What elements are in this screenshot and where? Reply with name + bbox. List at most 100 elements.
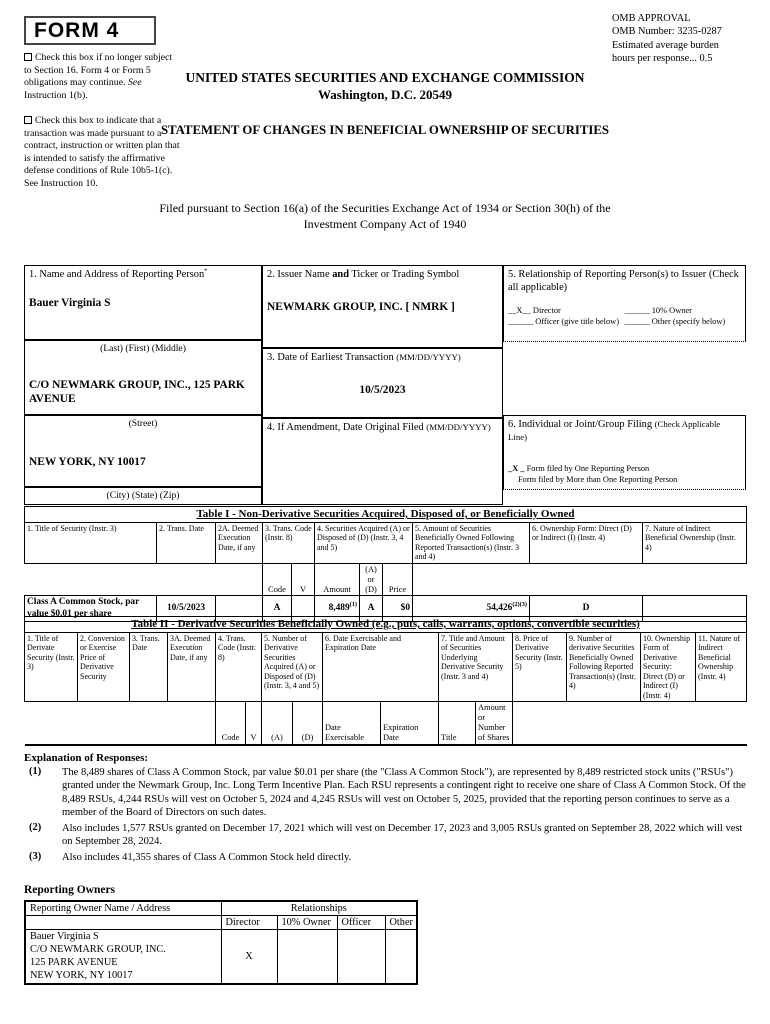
omb-number: OMB Number: 3235-0287 bbox=[612, 26, 722, 38]
table2-sub-title: Title bbox=[438, 701, 476, 746]
last-first-middle-label: (Last) (First) (Middle) bbox=[100, 343, 186, 354]
table2-h-code: 4. Trans. Code (Instr. 8) bbox=[215, 631, 262, 703]
relationship-officer[interactable]: ______ Officer (give title below) bbox=[508, 316, 620, 326]
table2-h-dates: 6. Date Exercisable and Expiration Date bbox=[322, 631, 439, 703]
table1-subheader-row: Code V Amount (A) or (D) Price bbox=[25, 562, 747, 597]
earliest-transaction-label: 3. Date of Earliest Transaction (MM/DD/Y… bbox=[267, 352, 461, 363]
table2-h-underlying: 7. Title and Amount of Securities Underl… bbox=[438, 631, 513, 703]
ro-owner-name-address: Bauer Virginia S C/O NEWMARK GROUP, INC.… bbox=[24, 929, 222, 985]
checkbox1-text-end: Instruction 1(b). bbox=[24, 89, 88, 101]
table2-h-date: 3. Trans. Date bbox=[129, 631, 168, 703]
footnote-text: The 8,489 shares of Class A Common Stock… bbox=[62, 767, 746, 819]
relationship-other[interactable]: ______ Other (specify below) bbox=[624, 316, 726, 326]
table1-sub-amount: Amount bbox=[314, 562, 360, 597]
omb-burden-2: hours per response... 0.5 bbox=[612, 53, 713, 65]
reporting-person-label: 1. Name and Address of Reporting Person* bbox=[29, 267, 208, 280]
table2-h-conversion: 2. Conversion or Exercise Price of Deriv… bbox=[77, 631, 130, 703]
ro-owner-careof: C/O NEWMARK GROUP, INC. bbox=[30, 943, 166, 955]
ro-other-header: Other bbox=[384, 915, 418, 930]
footnote-number: (1) bbox=[29, 766, 42, 777]
earliest-transaction-box: 3. Date of Earliest Transaction (MM/DD/Y… bbox=[262, 348, 503, 418]
omb-burden-1: Estimated average burden bbox=[612, 39, 719, 51]
name-parts-box: (Last) (First) (Middle) C/O NEWMARK GROU… bbox=[24, 340, 262, 415]
table1-sub-ad: (A) or (D) bbox=[359, 562, 383, 597]
checkbox2-text: Check this box to indicate that a transa… bbox=[24, 115, 180, 189]
ro-header-row-1: Reporting Owner Name / Address Relations… bbox=[24, 900, 418, 916]
checkbox1-see: See bbox=[127, 77, 142, 89]
table1-sub-v: V bbox=[291, 562, 315, 597]
relationship-box: 5. Relationship of Reporting Person(s) t… bbox=[503, 265, 746, 342]
city-state-zip-value: NEW YORK, NY 10017 bbox=[29, 455, 146, 468]
ro-officer-header: Officer bbox=[336, 915, 386, 930]
earliest-transaction-date: 10/5/2023 bbox=[359, 384, 406, 396]
footnote-text: Also includes 1,577 RSUs granted on Dece… bbox=[62, 822, 743, 848]
ro-relationships-header: Relationships bbox=[220, 900, 418, 916]
table2-sub-date-exercisable: Date Exercisable bbox=[322, 701, 381, 746]
street-address-value: C/O NEWMARK GROUP, INC., 125 PARK AVENUE bbox=[29, 378, 245, 405]
table2-derivative: Table II - Derivative Securities Benefic… bbox=[23, 616, 748, 746]
table2-h-price: 8. Price of Derivative Security (Instr. … bbox=[512, 631, 567, 703]
commission-city: Washington, D.C. 20549 bbox=[318, 87, 452, 102]
explanation-section: Explanation of Responses: (1) The 8,489 … bbox=[24, 752, 746, 864]
table2-h-deemed: 3A. Deemed Execution Date, if any bbox=[167, 631, 216, 703]
filed-pursuant-text: Filed pursuant to Section 16(a) of the S… bbox=[159, 201, 611, 231]
rule10b5-checkbox[interactable] bbox=[24, 116, 32, 124]
reporting-owners-title: Reporting Owners bbox=[24, 884, 116, 896]
ro-header-row-2: Director 10% Owner Officer Other bbox=[24, 915, 418, 930]
relationship-director[interactable]: __X__ Director bbox=[508, 306, 561, 315]
ro-director-header: Director bbox=[220, 915, 278, 930]
table2-h-number: 5. Number of Derivative Securities Acqui… bbox=[261, 631, 323, 703]
table2-subheader-row: Code V (A) (D) Date Exercisable Expirati… bbox=[25, 701, 747, 746]
section16-checkbox-para: Check this box if no longer subject to S… bbox=[24, 52, 180, 102]
table2-sub-d: (D) bbox=[292, 701, 323, 746]
table1-sub-code: Code bbox=[262, 562, 292, 597]
ro-owner-street: 125 PARK AVENUE bbox=[30, 956, 118, 968]
table1-h-deemed: 2A. Deemed Execution Date, if any bbox=[215, 521, 263, 564]
section16-checkbox[interactable] bbox=[24, 53, 32, 61]
explanation-item-2: (2) Also includes 1,577 RSUs granted on … bbox=[24, 822, 746, 849]
form4-title-box: FORM 4 bbox=[24, 16, 156, 45]
table1-header-row: 1. Title of Security (Instr. 3) 2. Trans… bbox=[24, 521, 748, 564]
commission-title: UNITED STATES SECURITIES AND EXCHANGE CO… bbox=[185, 70, 585, 85]
issuer-name: NEWMARK GROUP, INC. [ NMRK ] bbox=[267, 301, 455, 313]
omb-approval-block: OMB APPROVAL OMB Number: 3235-0287 Estim… bbox=[612, 12, 767, 66]
footnote-text: Also includes 41,355 shares of Class A C… bbox=[62, 851, 352, 863]
table2-sub-amount: Amount or Number of Shares bbox=[475, 701, 513, 746]
street-label: (Street) bbox=[128, 418, 158, 429]
filing-one-person[interactable]: _X _ Form filed by One Reporting Person bbox=[508, 464, 650, 473]
rule10b5-checkbox-para: Check this box to indicate that a transa… bbox=[24, 115, 180, 190]
footnote-number: (2) bbox=[29, 821, 42, 833]
table2-title: Table II - Derivative Securities Benefic… bbox=[23, 616, 748, 633]
relationship-10pct-owner[interactable]: ______ 10% Owner bbox=[624, 306, 692, 315]
table1-h-owned: 5. Amount of Securities Beneficially Own… bbox=[412, 521, 530, 564]
street-box: (Street) NEW YORK, NY 10017 bbox=[24, 415, 262, 487]
table2-sub-v: V bbox=[245, 701, 262, 746]
ro-data-row: Bauer Virginia S C/O NEWMARK GROUP, INC.… bbox=[24, 929, 418, 985]
table1-h-date: 2. Trans. Date bbox=[156, 521, 216, 564]
form4-label: FORM 4 bbox=[34, 19, 120, 42]
table2-sub-expiration: Expiration Date bbox=[380, 701, 439, 746]
table1-h-ownership-form: 6. Ownership Form: Direct (D) or Indirec… bbox=[529, 521, 643, 564]
explanation-title: Explanation of Responses: bbox=[24, 752, 149, 764]
table2-h-owned: 9. Number of derivative Securities Benef… bbox=[566, 631, 641, 703]
issuer-label: 2. Issuer Name and Ticker or Trading Sym… bbox=[267, 269, 460, 280]
table1-amount-footnote: (1) bbox=[349, 600, 357, 608]
table1-h-nature: 7. Nature of Indirect Beneficial Ownersh… bbox=[641, 521, 748, 564]
table1-h-acquired: 4. Securities Acquired (A) or Disposed o… bbox=[314, 521, 413, 564]
reporting-owners-table: Reporting Owner Name / Address Relations… bbox=[24, 900, 418, 986]
ro-10pct-header: 10% Owner bbox=[276, 915, 338, 930]
footnote-number: (3) bbox=[29, 850, 42, 862]
table1-owned-footnotes: (2)(3) bbox=[512, 600, 527, 608]
table2-header-row: 1. Title of Derivate Security (Instr. 3)… bbox=[24, 631, 748, 703]
filing-type-box: 6. Individual or Joint/Group Filing (Che… bbox=[503, 415, 746, 490]
amendment-box: 4. If Amendment, Date Original Filed (MM… bbox=[262, 418, 503, 505]
checkbox1-text: Check this box if no longer subject to S… bbox=[24, 52, 173, 89]
table1-title: Table I - Non-Derivative Securities Acqu… bbox=[23, 506, 748, 523]
ro-director-mark: X bbox=[220, 929, 278, 985]
explanation-item-3: (3) Also includes 41,355 shares of Class… bbox=[24, 851, 746, 864]
ro-10pct-mark bbox=[276, 929, 338, 985]
filing-more-persons[interactable]: Form filed by More than One Reporting Pe… bbox=[518, 474, 678, 484]
table1-sub-price: Price bbox=[382, 562, 413, 597]
table2-h-nature: 11. Nature of Indirect Beneficial Owners… bbox=[694, 631, 748, 703]
ro-name-address-header: Reporting Owner Name / Address bbox=[24, 900, 222, 916]
